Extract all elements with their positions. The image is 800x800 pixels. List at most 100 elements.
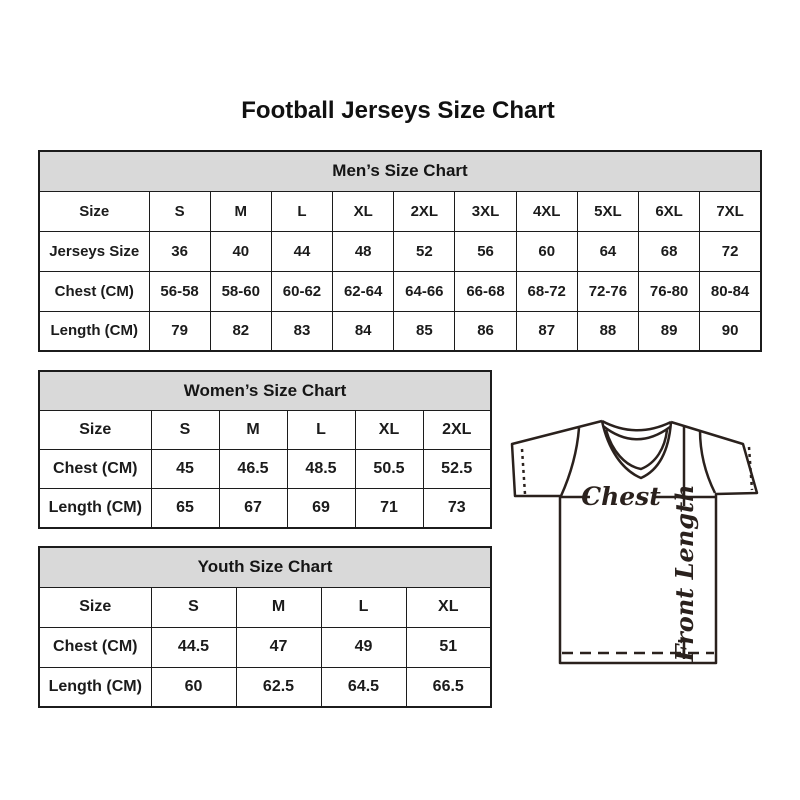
value-cell: 36 — [148, 230, 211, 272]
value-cell: M — [218, 410, 288, 450]
value-cell: 79 — [148, 310, 211, 352]
value-cell: 48.5 — [286, 449, 356, 489]
collar-arc-inner — [602, 425, 671, 441]
table-row: Size S M L XL 2XL — [38, 410, 492, 450]
page-title: Football Jerseys Size Chart — [241, 97, 555, 124]
value-cell: 89 — [637, 310, 701, 352]
value-cell: 56 — [454, 230, 517, 272]
row-label-cell: Size — [38, 190, 150, 232]
value-cell: M — [235, 586, 322, 628]
table-row: Chest (CM) 44.5 47 49 51 — [38, 626, 492, 668]
value-cell: 60 — [150, 666, 237, 708]
value-cell: 64-66 — [393, 270, 456, 312]
value-cell: 66-68 — [454, 270, 517, 312]
value-cell: 76-80 — [637, 270, 701, 312]
value-cell: XL — [405, 586, 492, 628]
value-cell: 82 — [209, 310, 272, 352]
value-cell: 86 — [454, 310, 517, 352]
value-cell: 48 — [332, 230, 395, 272]
table-row: Size S M L XL 2XL 3XL 4XL 5XL 6XL 7XL — [38, 190, 762, 232]
table-row: Length (CM) 65 67 69 71 73 — [38, 488, 492, 528]
jersey-icon: Chest Front Length — [510, 419, 759, 665]
value-cell: S — [148, 190, 211, 232]
row-label-cell: Size — [38, 586, 152, 628]
table-row: Chest (CM) 45 46.5 48.5 50.5 52.5 — [38, 449, 492, 489]
value-cell: 52.5 — [422, 449, 492, 489]
value-cell: 85 — [393, 310, 456, 352]
vneck-outer — [600, 420, 673, 480]
value-cell: 65 — [150, 488, 220, 528]
chest-label: Chest — [581, 482, 661, 511]
value-cell: 2XL — [393, 190, 456, 232]
value-cell: 83 — [270, 310, 334, 352]
value-cell: 52 — [393, 230, 456, 272]
vneck-inner — [604, 429, 669, 471]
value-cell: 3XL — [454, 190, 517, 232]
table-row: Length (CM) 79 82 83 84 85 86 87 88 89 90 — [38, 310, 762, 352]
value-cell: 88 — [576, 310, 640, 352]
table-title: Women’s Size Chart — [38, 370, 492, 411]
value-cell: 60 — [515, 230, 578, 272]
collar-arc-outer — [601, 419, 672, 432]
left-armhole-seam — [559, 427, 581, 497]
value-cell: 58-60 — [209, 270, 272, 312]
value-cell: 5XL — [576, 190, 640, 232]
value-cell: L — [270, 190, 334, 232]
front-length-label: Front Length — [670, 484, 699, 662]
row-label-cell: Length (CM) — [38, 310, 150, 352]
womens-size-table: Women’s Size Chart Size S M L XL 2XL Chest (CM)… — [38, 370, 492, 529]
row-label-cell: Length (CM) — [38, 488, 152, 528]
row-label-cell: Chest (CM) — [38, 626, 152, 668]
row-label-cell: Chest (CM) — [38, 270, 150, 312]
jersey-outline — [510, 419, 759, 665]
value-cell: 73 — [422, 488, 492, 528]
mens-size-table: Men’s Size Chart Size S M L XL 2XL 3XL 4XL 5XL 6XL… — [38, 150, 762, 352]
table-row: Jerseys Size 36 40 44 48 52 56 60 64 68 72 — [38, 230, 762, 272]
value-cell: 47 — [235, 626, 322, 668]
right-armhole-seam — [698, 429, 717, 494]
value-cell: 87 — [515, 310, 578, 352]
value-cell: L — [320, 586, 407, 628]
youth-size-table: Youth Size Chart Size S M L XL Chest (CM) 44.5 4… — [38, 546, 492, 708]
right-cuff-stitch — [747, 446, 754, 491]
row-label-cell: Size — [38, 410, 152, 450]
value-cell: 2XL — [422, 410, 492, 450]
value-cell: 90 — [699, 310, 762, 352]
value-cell: 49 — [320, 626, 407, 668]
value-cell: M — [209, 190, 272, 232]
left-cuff-stitch — [520, 448, 527, 495]
value-cell: S — [150, 586, 237, 628]
value-cell: 46.5 — [218, 449, 288, 489]
table-title: Men’s Size Chart — [38, 150, 762, 192]
table-row: Chest (CM) 56-58 58-60 60-62 62-64 64-66 66-68… — [38, 270, 762, 312]
value-cell: 4XL — [515, 190, 578, 232]
value-cell: L — [286, 410, 356, 450]
value-cell: 44 — [270, 230, 334, 272]
value-cell: XL — [332, 190, 395, 232]
jersey-measurement-diagram: Chest Front Length — [504, 406, 766, 668]
value-cell: 72-76 — [576, 270, 640, 312]
value-cell: 68-72 — [515, 270, 578, 312]
row-label-cell: Chest (CM) — [38, 449, 152, 489]
row-label-cell: Length (CM) — [38, 666, 152, 708]
value-cell: XL — [354, 410, 424, 450]
table-title: Youth Size Chart — [38, 546, 492, 588]
value-cell: 40 — [209, 230, 272, 272]
value-cell: 68 — [637, 230, 701, 272]
value-cell: 45 — [150, 449, 220, 489]
table-row: Size S M L XL — [38, 586, 492, 628]
front-length-line — [678, 425, 690, 659]
value-cell: 6XL — [637, 190, 701, 232]
value-cell: 84 — [332, 310, 395, 352]
value-cell: 72 — [699, 230, 762, 272]
row-label-cell: Jerseys Size — [38, 230, 150, 272]
value-cell: 60-62 — [270, 270, 334, 312]
value-cell: 67 — [218, 488, 288, 528]
value-cell: 7XL — [699, 190, 762, 232]
value-cell: 50.5 — [354, 449, 424, 489]
value-cell: S — [150, 410, 220, 450]
value-cell: 64.5 — [320, 666, 407, 708]
value-cell: 62.5 — [235, 666, 322, 708]
value-cell: 56-58 — [148, 270, 211, 312]
value-cell: 80-84 — [699, 270, 762, 312]
